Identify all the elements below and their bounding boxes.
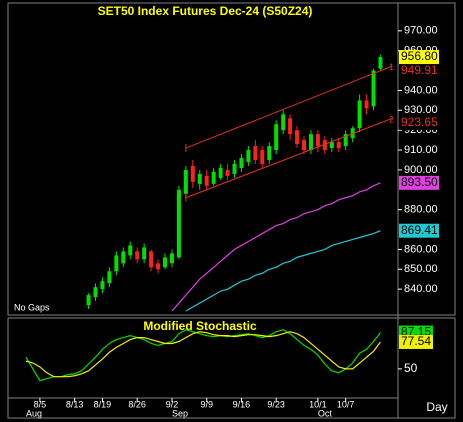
x-tick-label: 8/5 (34, 399, 47, 409)
price-label-box (399, 63, 439, 78)
x-tick-label: 9/2 (166, 399, 179, 409)
price-label: 923.65 (401, 115, 438, 129)
candle-body (211, 171, 216, 184)
price-label: 869.41 (401, 223, 438, 237)
stochastic-line (25, 331, 381, 378)
candle-body (343, 134, 348, 147)
candle-body (302, 140, 306, 151)
candle-body (183, 169, 188, 194)
x-tick-label: 8/13 (66, 399, 84, 409)
candle-body (246, 150, 251, 162)
candle-body (169, 253, 174, 264)
candle-body (253, 146, 258, 160)
y-tick-label: 840.00 (404, 283, 438, 295)
candle-body (114, 255, 119, 272)
x-tick-label: 8/19 (94, 399, 112, 409)
x-tick-label: 10/7 (337, 399, 355, 409)
candle-body (149, 251, 154, 268)
price-panel-frame (7, 2, 456, 316)
price-label: 956.80 (401, 49, 438, 63)
candle-body (260, 150, 265, 164)
price-label-box (399, 50, 439, 65)
candle-body (190, 165, 195, 182)
y-tick-label: 860.00 (404, 243, 438, 255)
candle-body (121, 251, 126, 264)
candle-body (329, 142, 334, 149)
price-label: 949.91 (401, 63, 438, 77)
candle-body (295, 130, 300, 145)
y-tick-label: 850.00 (404, 263, 438, 275)
x-tick-label: 8/26 (128, 399, 146, 409)
chart-title: SET50 Index Futures Dec-24 (S50Z24) (98, 4, 313, 18)
candle-body (86, 295, 91, 306)
x-tick-label: 10/1 (309, 399, 327, 409)
candle-body (315, 134, 320, 147)
price-label-box (399, 223, 439, 238)
channel-label: 2 (389, 114, 394, 124)
price-label: 893.50 (401, 175, 438, 189)
y-tick-label: 50 (404, 361, 418, 375)
candle-body (357, 100, 362, 129)
candle-body (135, 251, 140, 260)
candle-body (163, 257, 167, 268)
price-label-box (399, 175, 439, 190)
price-label-box (399, 115, 439, 130)
candle-body (218, 167, 223, 178)
y-tick-label: 910.00 (404, 144, 438, 156)
candle-body (100, 281, 105, 290)
x-tick-label: 9/9 (200, 399, 213, 409)
month-label: Oct (318, 408, 333, 418)
x-unit-label: Day (426, 400, 447, 414)
candle-body (322, 140, 327, 151)
indicator-title: Modified Stochastic (143, 319, 257, 333)
candle-body (267, 146, 272, 160)
stochastic-line (25, 329, 381, 382)
y-tick-label: 970.00 (404, 25, 438, 37)
x-tick-label: 9/23 (267, 399, 285, 409)
candle-body (232, 163, 237, 174)
y-tick-label: 930.00 (404, 104, 438, 116)
candle-body (371, 70, 376, 107)
candle-body (308, 134, 313, 151)
candle-body (364, 100, 369, 109)
channel-line (185, 65, 393, 149)
candle-body (176, 189, 181, 258)
candle-body (93, 287, 98, 298)
indicator-label-box (399, 334, 433, 349)
month-label: Sep (172, 408, 188, 418)
candle-body (288, 118, 293, 135)
y-tick-label: 880.00 (404, 204, 438, 216)
candle-body (378, 57, 383, 69)
channel-line (185, 117, 393, 199)
candle-body (107, 271, 112, 284)
channel-label: 1 (389, 62, 394, 72)
candle-body (128, 245, 133, 256)
candle-body (156, 263, 161, 270)
moving-average (171, 182, 381, 312)
x-tick-label: 9/16 (233, 399, 251, 409)
y-tick-label: 940.00 (404, 84, 438, 96)
moving-average (185, 230, 381, 312)
candle-body (239, 158, 244, 168)
candle-body (336, 142, 341, 149)
month-label: Aug (26, 408, 42, 418)
candle-body (204, 175, 209, 186)
candle-body (274, 124, 279, 151)
candle-body (281, 114, 286, 131)
candle-body (142, 247, 147, 260)
note: No Gaps (14, 302, 50, 312)
indicator-label: 77.54 (401, 334, 431, 348)
candle-body (225, 169, 230, 176)
indicator-panel-frame (7, 317, 456, 419)
y-tick-label: 900.00 (404, 164, 438, 176)
candle-body (197, 173, 202, 184)
